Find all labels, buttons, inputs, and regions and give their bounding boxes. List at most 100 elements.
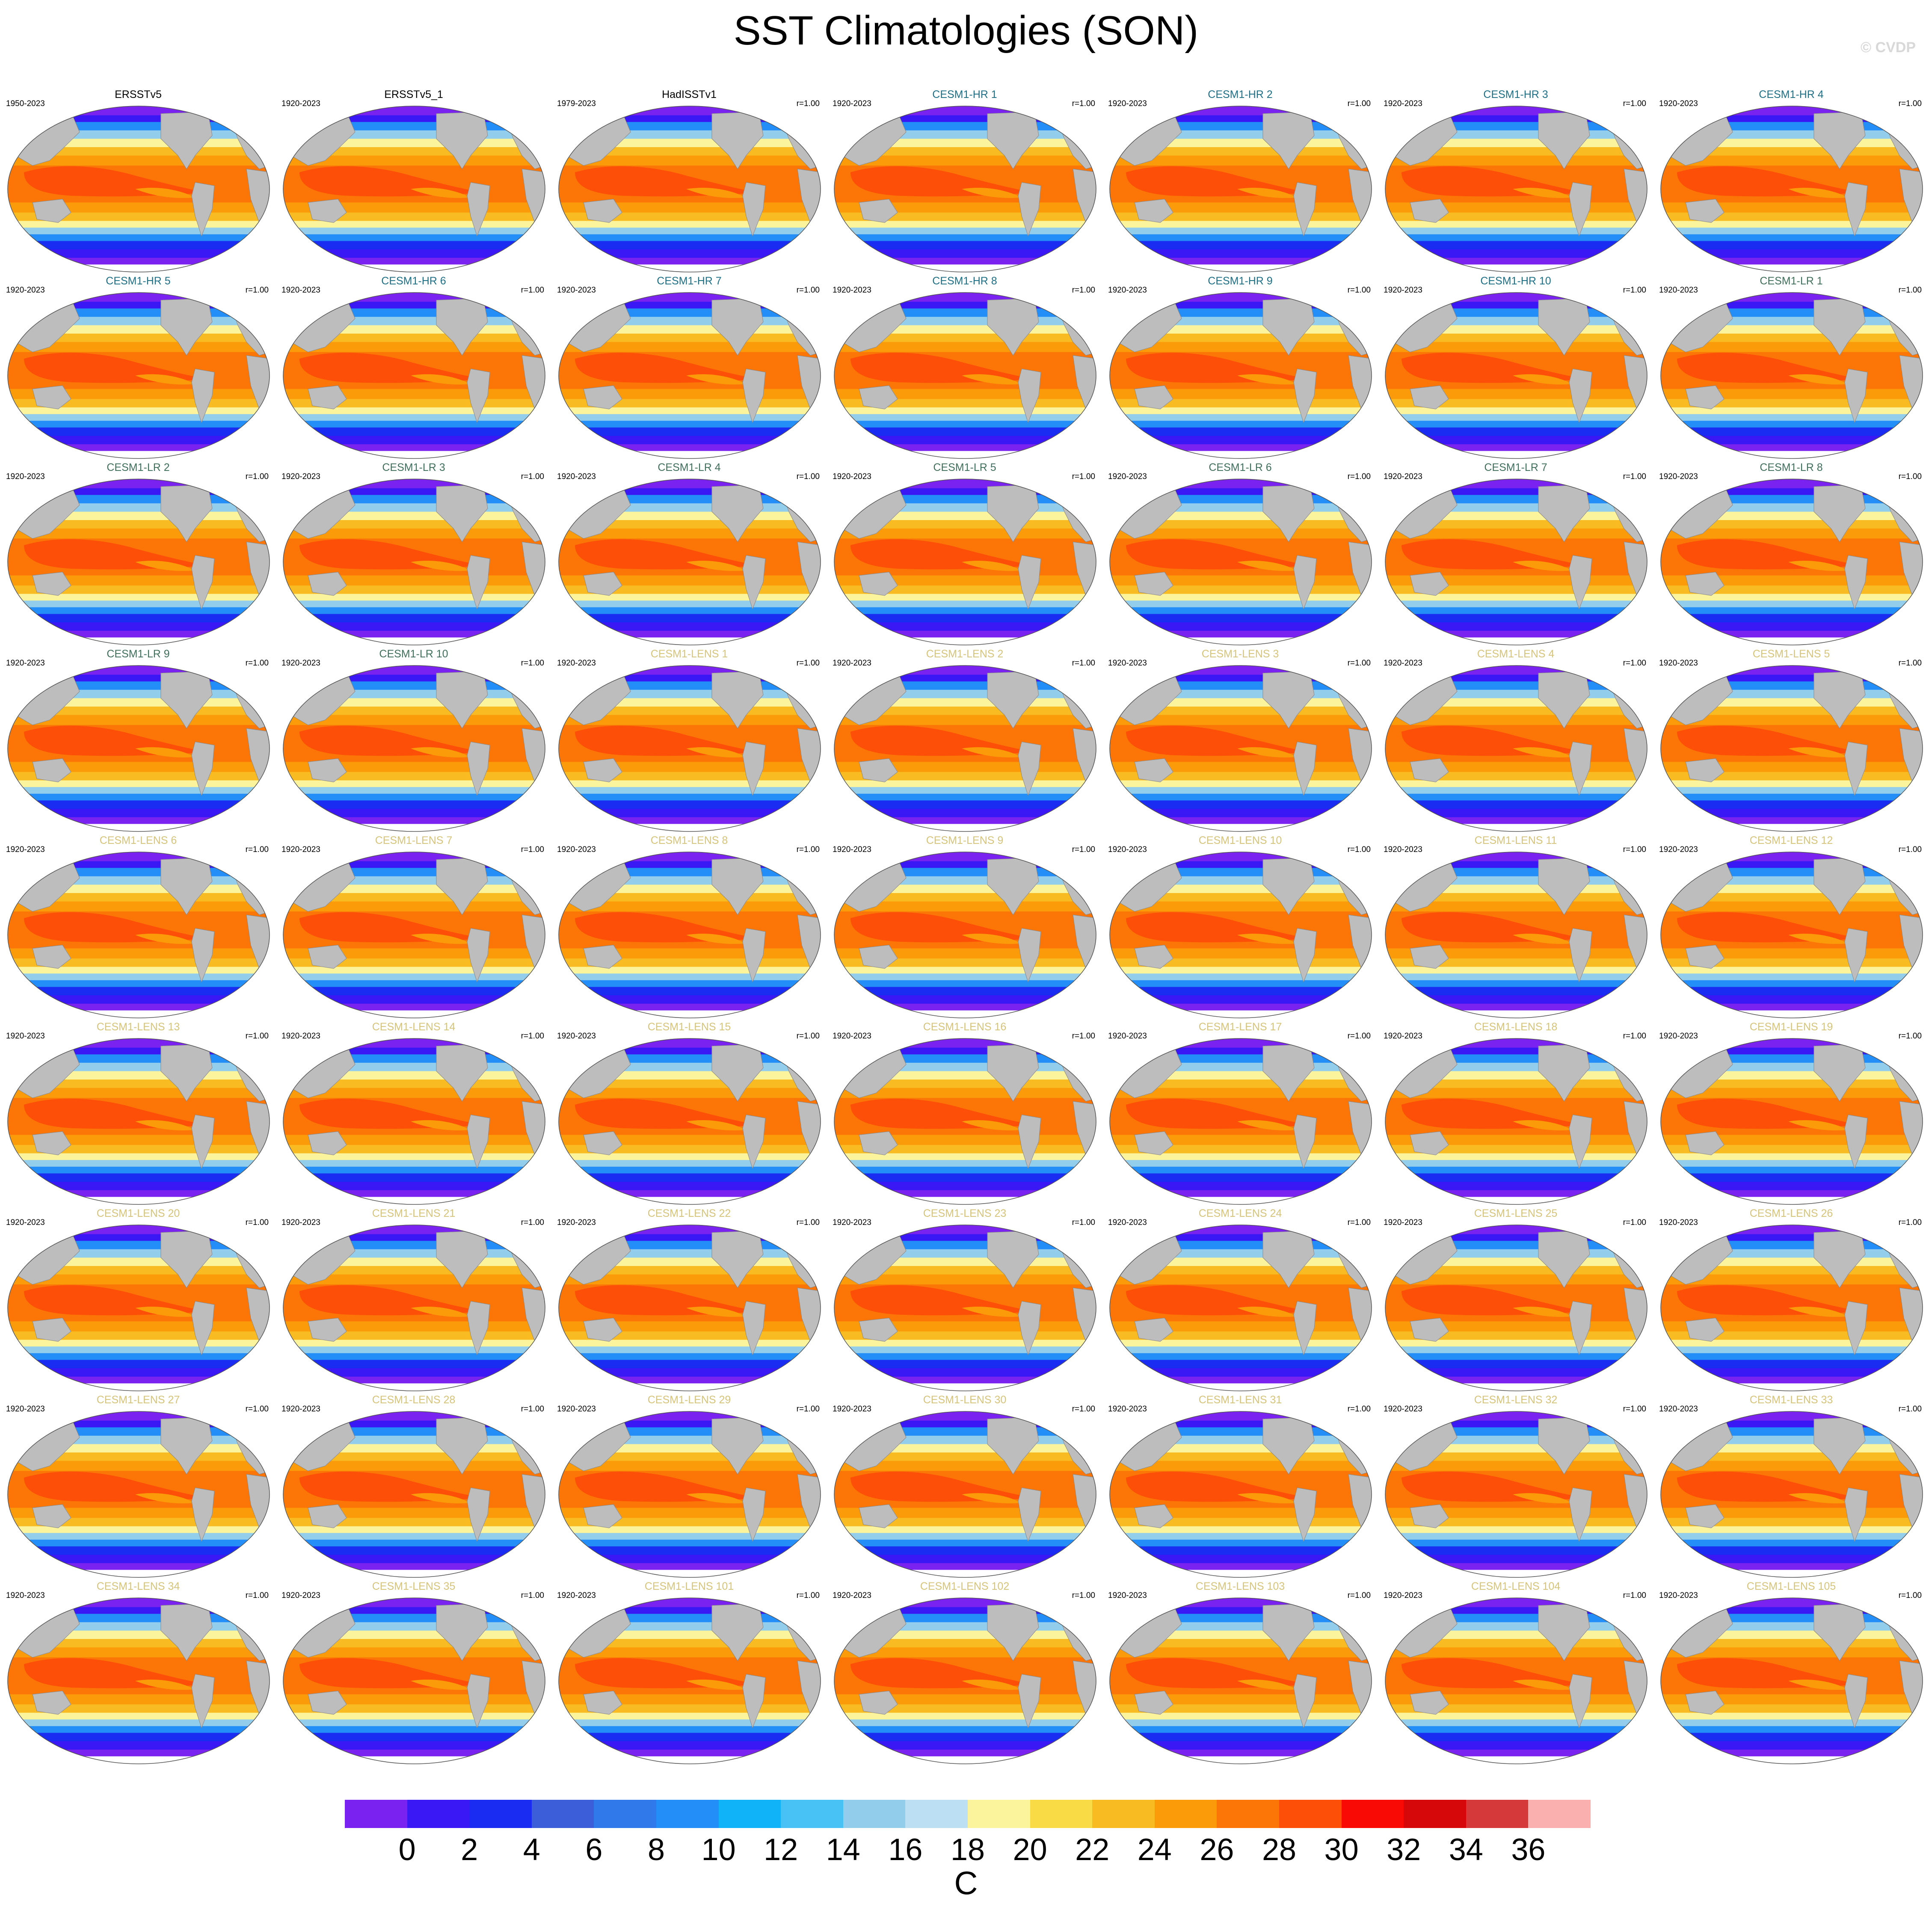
sst-map — [558, 292, 821, 459]
sst-map — [283, 292, 545, 459]
map-panel: CESM1-LENS 2 1920-2023 r=1.00 — [827, 648, 1102, 834]
map-panel: CESM1-LENS 19 1920-2023 r=1.00 — [1654, 1021, 1929, 1207]
sst-map — [1660, 1411, 1923, 1578]
map-panel: CESM1-LENS 11 1920-2023 r=1.00 — [1378, 834, 1653, 1021]
sst-map — [1109, 106, 1372, 272]
map-panel: CESM1-HR 5 1920-2023 r=1.00 — [1, 275, 276, 461]
colorbar-tick-label: 32 — [1387, 1833, 1421, 1867]
panel-correlation: r=1.00 — [1898, 99, 1922, 108]
panel-title: CESM1-LENS 27 — [96, 1394, 180, 1406]
panel-title: CESM1-LENS 19 — [1749, 1021, 1833, 1033]
panel-correlation: r=1.00 — [1347, 1405, 1371, 1414]
sst-map — [1385, 1225, 1648, 1391]
panel-years: 1979-2023 — [557, 99, 596, 108]
sst-map — [1660, 479, 1923, 645]
sst-map — [7, 665, 270, 832]
panel-years: 1920-2023 — [1384, 472, 1422, 481]
sst-map — [1385, 852, 1648, 1018]
panel-title: CESM1-LENS 10 — [1198, 834, 1282, 846]
panel-title: CESM1-LENS 23 — [923, 1207, 1007, 1219]
sst-map — [1385, 292, 1648, 459]
panel-years: 1920-2023 — [833, 845, 871, 854]
panel-years: 1920-2023 — [833, 1032, 871, 1041]
panel-years: 1920-2023 — [557, 1032, 596, 1041]
panel-correlation: r=1.00 — [521, 1405, 544, 1414]
panel-title: CESM1-LR 3 — [382, 461, 445, 473]
map-panel: CESM1-LENS 33 1920-2023 r=1.00 — [1654, 1393, 1929, 1580]
panel-title: CESM1-LENS 11 — [1474, 834, 1557, 846]
panel-title: CESM1-LENS 101 — [644, 1580, 734, 1592]
panel-title: ERSSTv5 — [115, 89, 162, 101]
colorbar-swatch — [656, 1800, 719, 1828]
sst-map — [283, 479, 545, 645]
map-panel: CESM1-HR 4 1920-2023 r=1.00 — [1654, 88, 1929, 275]
panel-title: CESM1-LENS 104 — [1471, 1580, 1561, 1592]
panel-correlation: r=1.00 — [245, 845, 269, 854]
panel-title: CESM1-LR 5 — [933, 461, 996, 473]
panel-correlation: r=1.00 — [1898, 845, 1922, 854]
panel-years: 1920-2023 — [557, 659, 596, 668]
map-panel: CESM1-HR 8 1920-2023 r=1.00 — [827, 275, 1102, 461]
sst-map — [1660, 852, 1923, 1018]
map-panel: CESM1-LENS 12 1920-2023 r=1.00 — [1654, 834, 1929, 1021]
map-panel: CESM1-LENS 17 1920-2023 r=1.00 — [1103, 1021, 1378, 1207]
sst-map — [834, 1597, 1096, 1764]
panel-correlation: r=1.00 — [1623, 845, 1646, 854]
map-panel: CESM1-LENS 4 1920-2023 r=1.00 — [1378, 648, 1653, 834]
panel-correlation: r=1.00 — [521, 472, 544, 481]
panel-years: 1950-2023 — [6, 99, 45, 108]
panel-correlation: r=1.00 — [1347, 286, 1371, 295]
map-panel: CESM1-LENS 25 1920-2023 r=1.00 — [1378, 1207, 1653, 1393]
panel-years: 1920-2023 — [6, 1405, 45, 1414]
map-panel: CESM1-LR 9 1920-2023 r=1.00 — [1, 648, 276, 834]
panel-title: ERSSTv5_1 — [384, 89, 443, 101]
map-panel: CESM1-LR 7 1920-2023 r=1.00 — [1378, 461, 1653, 648]
colorbar-tick-label: 0 — [398, 1833, 416, 1867]
panel-title: CESM1-LENS 35 — [372, 1580, 456, 1592]
sst-map — [1109, 1225, 1372, 1391]
panel-years: 1920-2023 — [833, 286, 871, 295]
panel-correlation: r=1.00 — [1623, 1032, 1646, 1041]
map-panel: CESM1-LENS 13 1920-2023 r=1.00 — [1, 1021, 276, 1207]
figure-title: SST Climatologies (SON) — [733, 8, 1199, 53]
panel-title: CESM1-LR 10 — [379, 648, 448, 660]
sst-map — [1660, 106, 1923, 272]
panel-title: HadISSTv1 — [662, 89, 717, 101]
map-panel: CESM1-LENS 10 1920-2023 r=1.00 — [1103, 834, 1378, 1021]
sst-map — [834, 292, 1096, 459]
map-panel: CESM1-LENS 1 1920-2023 r=1.00 — [552, 648, 827, 834]
sst-map — [834, 106, 1096, 272]
panel-correlation: r=1.00 — [796, 472, 820, 481]
panel-correlation: r=1.00 — [1898, 1032, 1922, 1041]
sst-map — [558, 1038, 821, 1205]
panel-title: CESM1-LR 9 — [107, 648, 170, 660]
colorbar — [345, 1800, 1591, 1828]
panel-correlation: r=1.00 — [1347, 99, 1371, 108]
panel-title: CESM1-HR 1 — [932, 89, 997, 101]
colorbar-tick-label: 20 — [1013, 1833, 1047, 1867]
sst-map — [558, 1597, 821, 1764]
panel-years: 1920-2023 — [282, 1032, 320, 1041]
panel-title: CESM1-LENS 3 — [1201, 648, 1279, 660]
panel-correlation: r=1.00 — [1898, 1405, 1922, 1414]
colorbar-swatch — [1217, 1800, 1279, 1828]
map-panel: CESM1-LR 3 1920-2023 r=1.00 — [276, 461, 551, 648]
panel-years: 1920-2023 — [282, 1218, 320, 1227]
map-panel: CESM1-LENS 3 1920-2023 r=1.00 — [1103, 648, 1378, 834]
sst-map — [1660, 1597, 1923, 1764]
map-panel: CESM1-LENS 101 1920-2023 r=1.00 — [552, 1580, 827, 1766]
panel-years: 1920-2023 — [1108, 1405, 1147, 1414]
panel-years: 1920-2023 — [557, 1405, 596, 1414]
map-panel: CESM1-LENS 15 1920-2023 r=1.00 — [552, 1021, 827, 1207]
colorbar-tick-label: 22 — [1075, 1833, 1110, 1867]
panel-years: 1920-2023 — [282, 1405, 320, 1414]
panel-title: CESM1-LENS 16 — [923, 1021, 1007, 1033]
sst-map — [1109, 1411, 1372, 1578]
panel-years: 1920-2023 — [1659, 845, 1698, 854]
map-panel: CESM1-LENS 105 1920-2023 r=1.00 — [1654, 1580, 1929, 1766]
panel-years: 1920-2023 — [1108, 99, 1147, 108]
panel-years: 1920-2023 — [1108, 1218, 1147, 1227]
map-panel: CESM1-LENS 104 1920-2023 r=1.00 — [1378, 1580, 1653, 1766]
sst-map — [1660, 292, 1923, 459]
colorbar-swatch — [1528, 1800, 1591, 1828]
